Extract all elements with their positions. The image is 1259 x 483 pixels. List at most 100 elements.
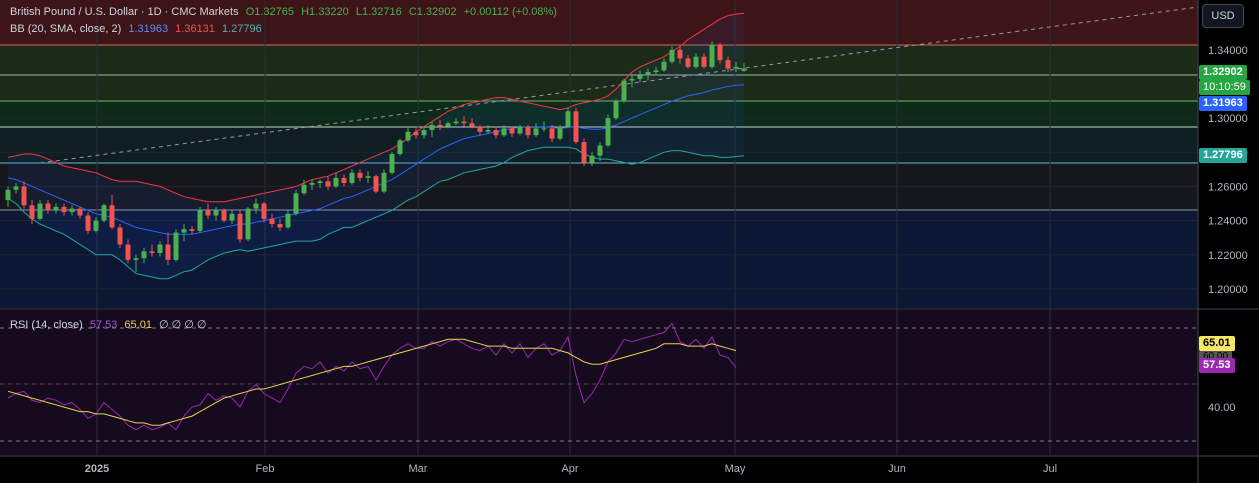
- candle-body: [477, 126, 483, 132]
- candle-body: [285, 213, 291, 228]
- candle: [685, 54, 691, 69]
- candle: [205, 203, 211, 219]
- rsi-line: [7, 322, 737, 431]
- candle: [325, 176, 331, 190]
- x-tick-label: Feb: [256, 463, 275, 475]
- candle-body: [157, 244, 163, 254]
- candle-body: [69, 208, 75, 213]
- rsi-label[interactable]: RSI (14, close): [10, 319, 83, 331]
- candle: [165, 232, 171, 266]
- candle: [389, 152, 395, 175]
- candle: [253, 198, 259, 214]
- x-tick-label: 2025: [85, 463, 109, 475]
- bb-legend: BB (20, SMA, close, 2) 1.31963 1.36131 1…: [10, 23, 266, 35]
- candle: [653, 66, 659, 76]
- candle-body: [501, 128, 507, 136]
- candle: [725, 56, 731, 73]
- mid-zone-bg: [0, 102, 1198, 127]
- candle: [269, 213, 275, 228]
- candle-body: [333, 177, 339, 187]
- candle-body: [37, 203, 43, 219]
- candle-body: [549, 128, 555, 139]
- ohlc-low: L1.32716: [355, 6, 402, 18]
- candle: [669, 46, 675, 64]
- bb-label[interactable]: BB (20, SMA, close, 2): [10, 23, 122, 35]
- candle-body: [669, 49, 675, 62]
- price-tag: 1.32902: [1199, 65, 1247, 80]
- candle: [485, 124, 491, 134]
- bb-band-fill: [8, 13, 744, 279]
- candle-body: [389, 154, 395, 173]
- candle: [445, 121, 451, 129]
- candle: [357, 169, 363, 182]
- candle: [157, 241, 163, 257]
- candle: [181, 224, 187, 242]
- candle-body: [229, 213, 235, 221]
- candle-body: [645, 72, 651, 76]
- candle: [589, 152, 595, 166]
- bb-lower-line: [7, 146, 745, 280]
- candle: [109, 194, 115, 230]
- candle-body: [301, 184, 307, 194]
- currency-button[interactable]: USD: [1202, 4, 1244, 28]
- candle: [13, 183, 19, 194]
- candle-body: [621, 80, 627, 102]
- candle-body: [21, 186, 27, 206]
- candle-body: [133, 258, 139, 260]
- y-tick-label: 1.24000: [1208, 216, 1248, 228]
- candle-body: [141, 251, 147, 259]
- candle-body: [629, 78, 635, 81]
- candle: [397, 138, 403, 156]
- y-tick-label: 1.34000: [1208, 45, 1248, 57]
- candle-body: [597, 145, 603, 156]
- candle-body: [181, 229, 187, 233]
- candle-body: [685, 58, 691, 67]
- candle-body: [717, 44, 723, 61]
- candle-body: [461, 121, 467, 124]
- candle-body: [701, 56, 707, 67]
- candle: [581, 138, 587, 166]
- candle-body: [613, 101, 619, 119]
- symbol-title[interactable]: British Pound / U.S. Dollar · 1D · CMC M…: [10, 6, 239, 18]
- candle: [309, 179, 315, 190]
- overbought-zone-bg: [0, 0, 1198, 45]
- candle: [557, 124, 563, 141]
- candle: [101, 203, 107, 223]
- candle: [317, 179, 323, 189]
- candle-body: [653, 70, 659, 73]
- candle-body: [341, 177, 347, 184]
- candle: [525, 124, 531, 139]
- candle-body: [637, 75, 643, 79]
- mid-lower-zone-bg: [0, 127, 1198, 163]
- candle-body: [61, 206, 67, 213]
- candle: [117, 224, 123, 248]
- x-tick-label: Jun: [888, 463, 906, 475]
- candle: [661, 58, 667, 73]
- candle: [125, 239, 131, 264]
- candle: [85, 212, 91, 235]
- candle: [453, 118, 459, 125]
- candle-body: [165, 244, 171, 260]
- candle-body: [13, 186, 19, 190]
- candle-body: [173, 232, 179, 260]
- candle: [709, 41, 715, 69]
- rsi-ma-line: [7, 338, 737, 426]
- candle: [5, 186, 11, 207]
- candle-body: [77, 208, 83, 216]
- candle-body: [269, 218, 275, 225]
- candle: [549, 124, 555, 143]
- candle: [21, 181, 27, 209]
- candle: [637, 70, 643, 83]
- candle-body: [85, 215, 91, 231]
- candle: [29, 200, 35, 225]
- rsi-legend: RSI (14, close) 57.53 65.01 ∅ ∅ ∅ ∅: [10, 318, 211, 331]
- candle-body: [373, 176, 379, 192]
- candle-body: [365, 176, 371, 178]
- bb-basis-value: 1.31963: [128, 23, 169, 35]
- candle: [373, 174, 379, 194]
- candle-body: [125, 244, 131, 260]
- candle: [237, 210, 243, 243]
- upper-zone-bg: [0, 45, 1198, 102]
- candle-body: [661, 61, 667, 71]
